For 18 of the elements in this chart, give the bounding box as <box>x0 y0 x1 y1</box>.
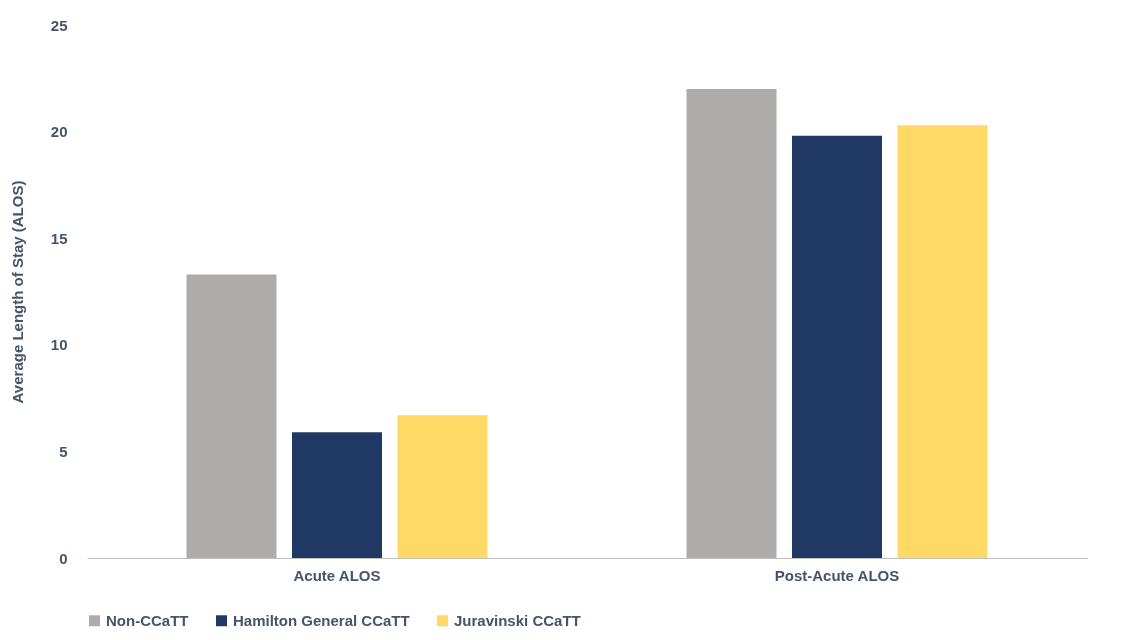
bar <box>292 432 382 558</box>
y-tick-label: 20 <box>50 123 68 141</box>
y-tick-label: 10 <box>50 336 68 354</box>
bar <box>792 135 882 558</box>
x-tick-label: Post-Acute ALOS <box>774 566 900 584</box>
bar <box>686 88 777 558</box>
bar <box>186 274 277 558</box>
bar <box>897 125 988 558</box>
legend-label: Hamilton General CCaTT <box>233 611 410 629</box>
legend-label: Non-CCaTT <box>106 611 189 629</box>
legend-label: Juravinski CCaTT <box>454 611 581 629</box>
y-tick-label: 5 <box>59 442 68 460</box>
bar <box>397 415 488 558</box>
y-axis-title: Average Length of Stay (ALOS) <box>8 180 26 404</box>
y-tick-label: 25 <box>50 16 68 34</box>
y-tick-label: 15 <box>50 229 68 247</box>
x-tick-label: Acute ALOS <box>293 566 381 584</box>
y-tick-label: 0 <box>59 549 68 567</box>
